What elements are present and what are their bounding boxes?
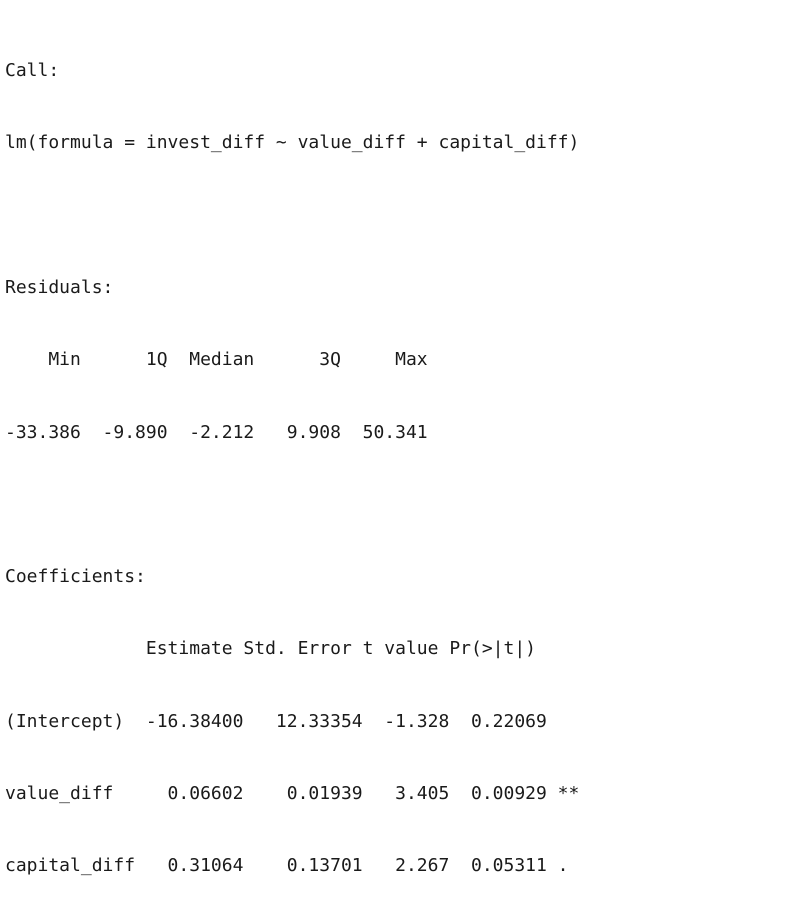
coefficients-columns: Estimate Std. Error t value Pr(>|t|) bbox=[5, 638, 569, 660]
r-console-output: Call: lm(formula = invest_diff ~ value_d… bbox=[5, 11, 795, 904]
residuals-columns: Min 1Q Median 3Q Max bbox=[5, 349, 439, 371]
coef-row-capital-diff: capital_diff 0.31064 0.13701 2.267 0.053… bbox=[5, 855, 580, 877]
blank-line bbox=[5, 493, 795, 517]
residuals-header: Residuals: bbox=[5, 277, 114, 299]
call-formula: lm(formula = invest_diff ~ value_diff + … bbox=[5, 132, 580, 154]
coefficients-header: Coefficients: bbox=[5, 566, 146, 588]
coef-row-value-diff: value_diff 0.06602 0.01939 3.405 0.00929… bbox=[5, 783, 580, 804]
blank-line bbox=[5, 204, 795, 228]
residuals-values: -33.386 -9.890 -2.212 9.908 50.341 bbox=[5, 421, 439, 443]
call-header: Call: bbox=[5, 60, 60, 82]
coef-row-intercept: (Intercept) -16.38400 12.33354 -1.328 0.… bbox=[5, 710, 580, 732]
